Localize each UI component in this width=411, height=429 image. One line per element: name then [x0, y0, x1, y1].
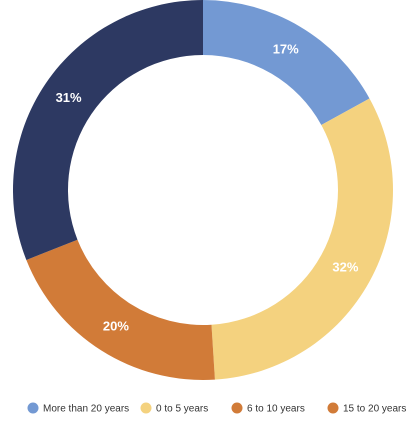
donut-segment: [12, 0, 203, 260]
value-label: 32%: [332, 260, 358, 275]
legend-label: 0 to 5 years: [156, 404, 208, 415]
legend-marker: [231, 402, 243, 414]
value-label: 20%: [103, 319, 129, 334]
value-label: 17%: [273, 42, 299, 57]
donut-segment: [211, 98, 393, 380]
donut-segment: [203, 0, 370, 125]
legend-label: 6 to 10 years: [247, 404, 305, 415]
legend-label: 15 to 20 years: [343, 404, 406, 415]
legend-label: More than 20 years: [43, 404, 129, 415]
value-label: 31%: [56, 90, 82, 105]
legend-marker: [327, 402, 339, 414]
legend-marker: [140, 402, 152, 414]
donut-segment: [26, 239, 215, 381]
legend-marker: [27, 402, 39, 414]
